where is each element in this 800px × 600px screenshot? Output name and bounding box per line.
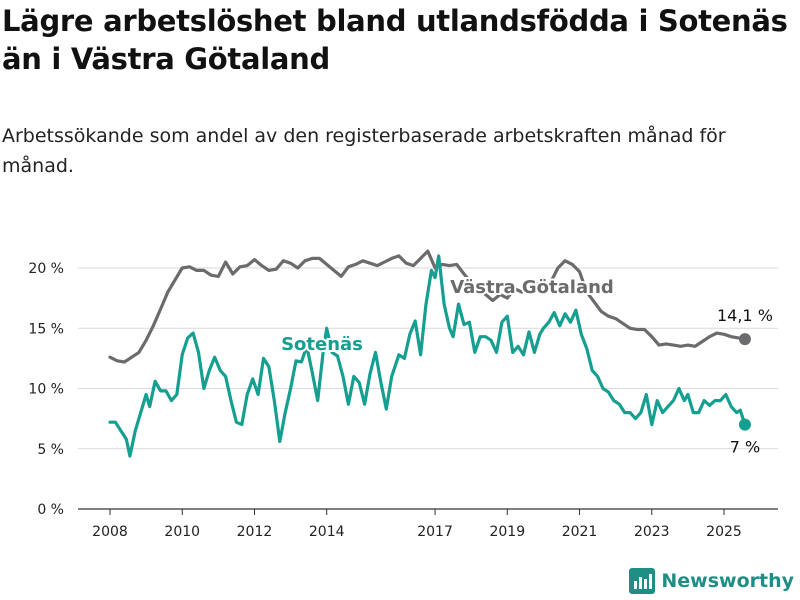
grid-lines xyxy=(78,267,778,510)
y-tick-label: 0 % xyxy=(37,502,64,518)
x-tick-label: 2012 xyxy=(237,524,273,540)
chart-title: Lägre arbetslöshet bland utlandsfödda i … xyxy=(2,4,788,76)
bar-chart-logo-icon xyxy=(629,568,656,594)
x-tick-label: 2014 xyxy=(309,524,345,540)
x-axis-ticks: 2008 2010 2012 2014 2017 2019 2021 2023 2025 xyxy=(92,509,742,540)
x-tick-label: 2025 xyxy=(706,524,742,540)
series-label-vastra-gotaland: Västra Götaland xyxy=(450,277,614,298)
series-lines xyxy=(108,249,751,458)
x-tick-label: 2008 xyxy=(92,524,128,540)
series-end-dot xyxy=(738,333,751,346)
y-tick-label: 20 % xyxy=(28,261,64,277)
x-tick-label: 2017 xyxy=(417,524,453,540)
x-tick-label: 2010 xyxy=(164,524,200,540)
y-tick-label: 5 % xyxy=(37,442,64,458)
x-tick-label: 2023 xyxy=(634,524,670,540)
x-tick-label: 2019 xyxy=(489,524,525,540)
brand-name: Newsworthy xyxy=(661,570,794,592)
y-axis-ticks: 0 % 5 % 10 % 15 % 20 % xyxy=(28,261,64,518)
newsworthy-brand[interactable]: Newsworthy xyxy=(629,568,794,594)
series-end-label: 7 % xyxy=(730,438,760,457)
chart-subtitle: Arbetssökande som andel av den registerb… xyxy=(2,125,726,177)
series-end-dot xyxy=(738,418,751,431)
y-tick-label: 10 % xyxy=(28,382,64,398)
series-label-sotenas: Sotenäs xyxy=(281,334,363,355)
series-end-label: 14,1 % xyxy=(717,306,773,325)
x-tick-label: 2021 xyxy=(562,524,598,540)
series-line-soten-s xyxy=(108,254,747,458)
series-line-v-stra-g-taland xyxy=(108,249,747,364)
series-labels: 14,1 % 7 % Västra Götaland Sotenäs xyxy=(279,275,773,457)
y-tick-label: 15 % xyxy=(28,321,64,337)
